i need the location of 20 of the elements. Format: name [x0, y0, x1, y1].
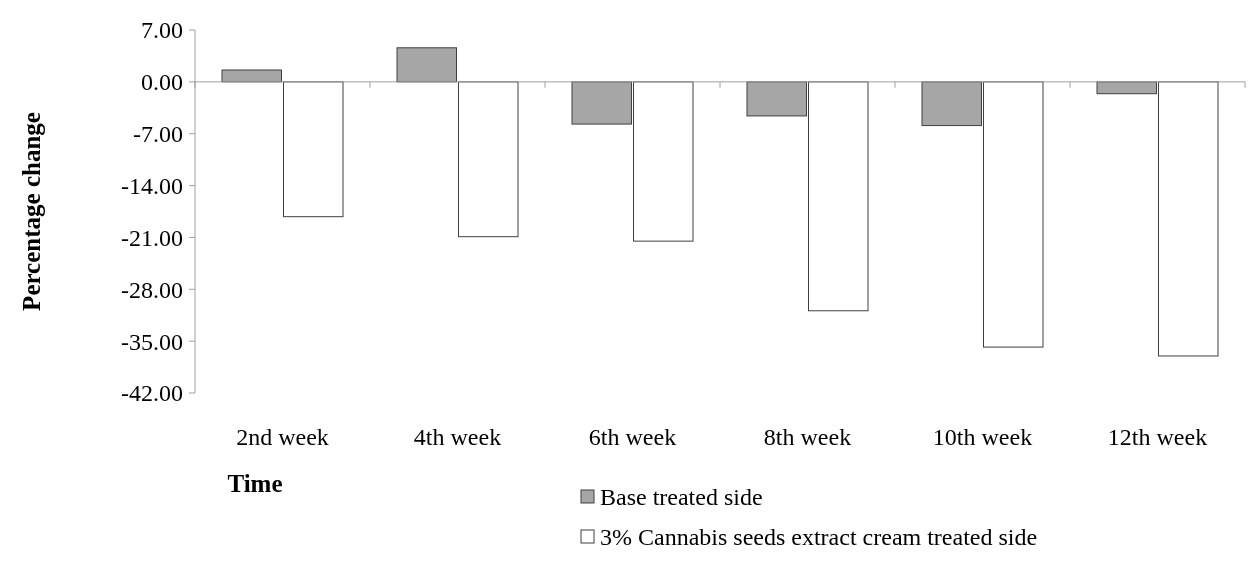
x-tick-label: 6th week: [588, 424, 677, 450]
y-tick-label: 7.00: [141, 17, 183, 44]
x-tick-label: 12th week: [1107, 424, 1208, 450]
x-tick-label: 10th week: [932, 424, 1033, 450]
legend-label: Base treated side: [600, 484, 763, 511]
y-tick-label: -7.00: [133, 121, 183, 148]
legend-label: 3% Cannabis seeds extract cream treated side: [600, 524, 1038, 551]
bar: [283, 81, 344, 218]
y-axis-title: Percentage change: [18, 112, 45, 311]
y-tick-label: -35.00: [121, 328, 183, 355]
x-tick-label: 8th week: [763, 424, 852, 450]
y-tick-label: -42.00: [121, 380, 183, 407]
x-axis-title: Time: [227, 470, 283, 497]
y-tick-label: -14.00: [121, 172, 183, 199]
y-tick-label: 0.00: [141, 69, 183, 96]
y-tick-label: -28.00: [121, 276, 183, 303]
bar: [458, 81, 519, 238]
x-tick-label: 4th week: [413, 424, 502, 450]
x-tick-label: 2nd week: [236, 424, 329, 450]
y-tick-label: -21.00: [121, 224, 183, 251]
